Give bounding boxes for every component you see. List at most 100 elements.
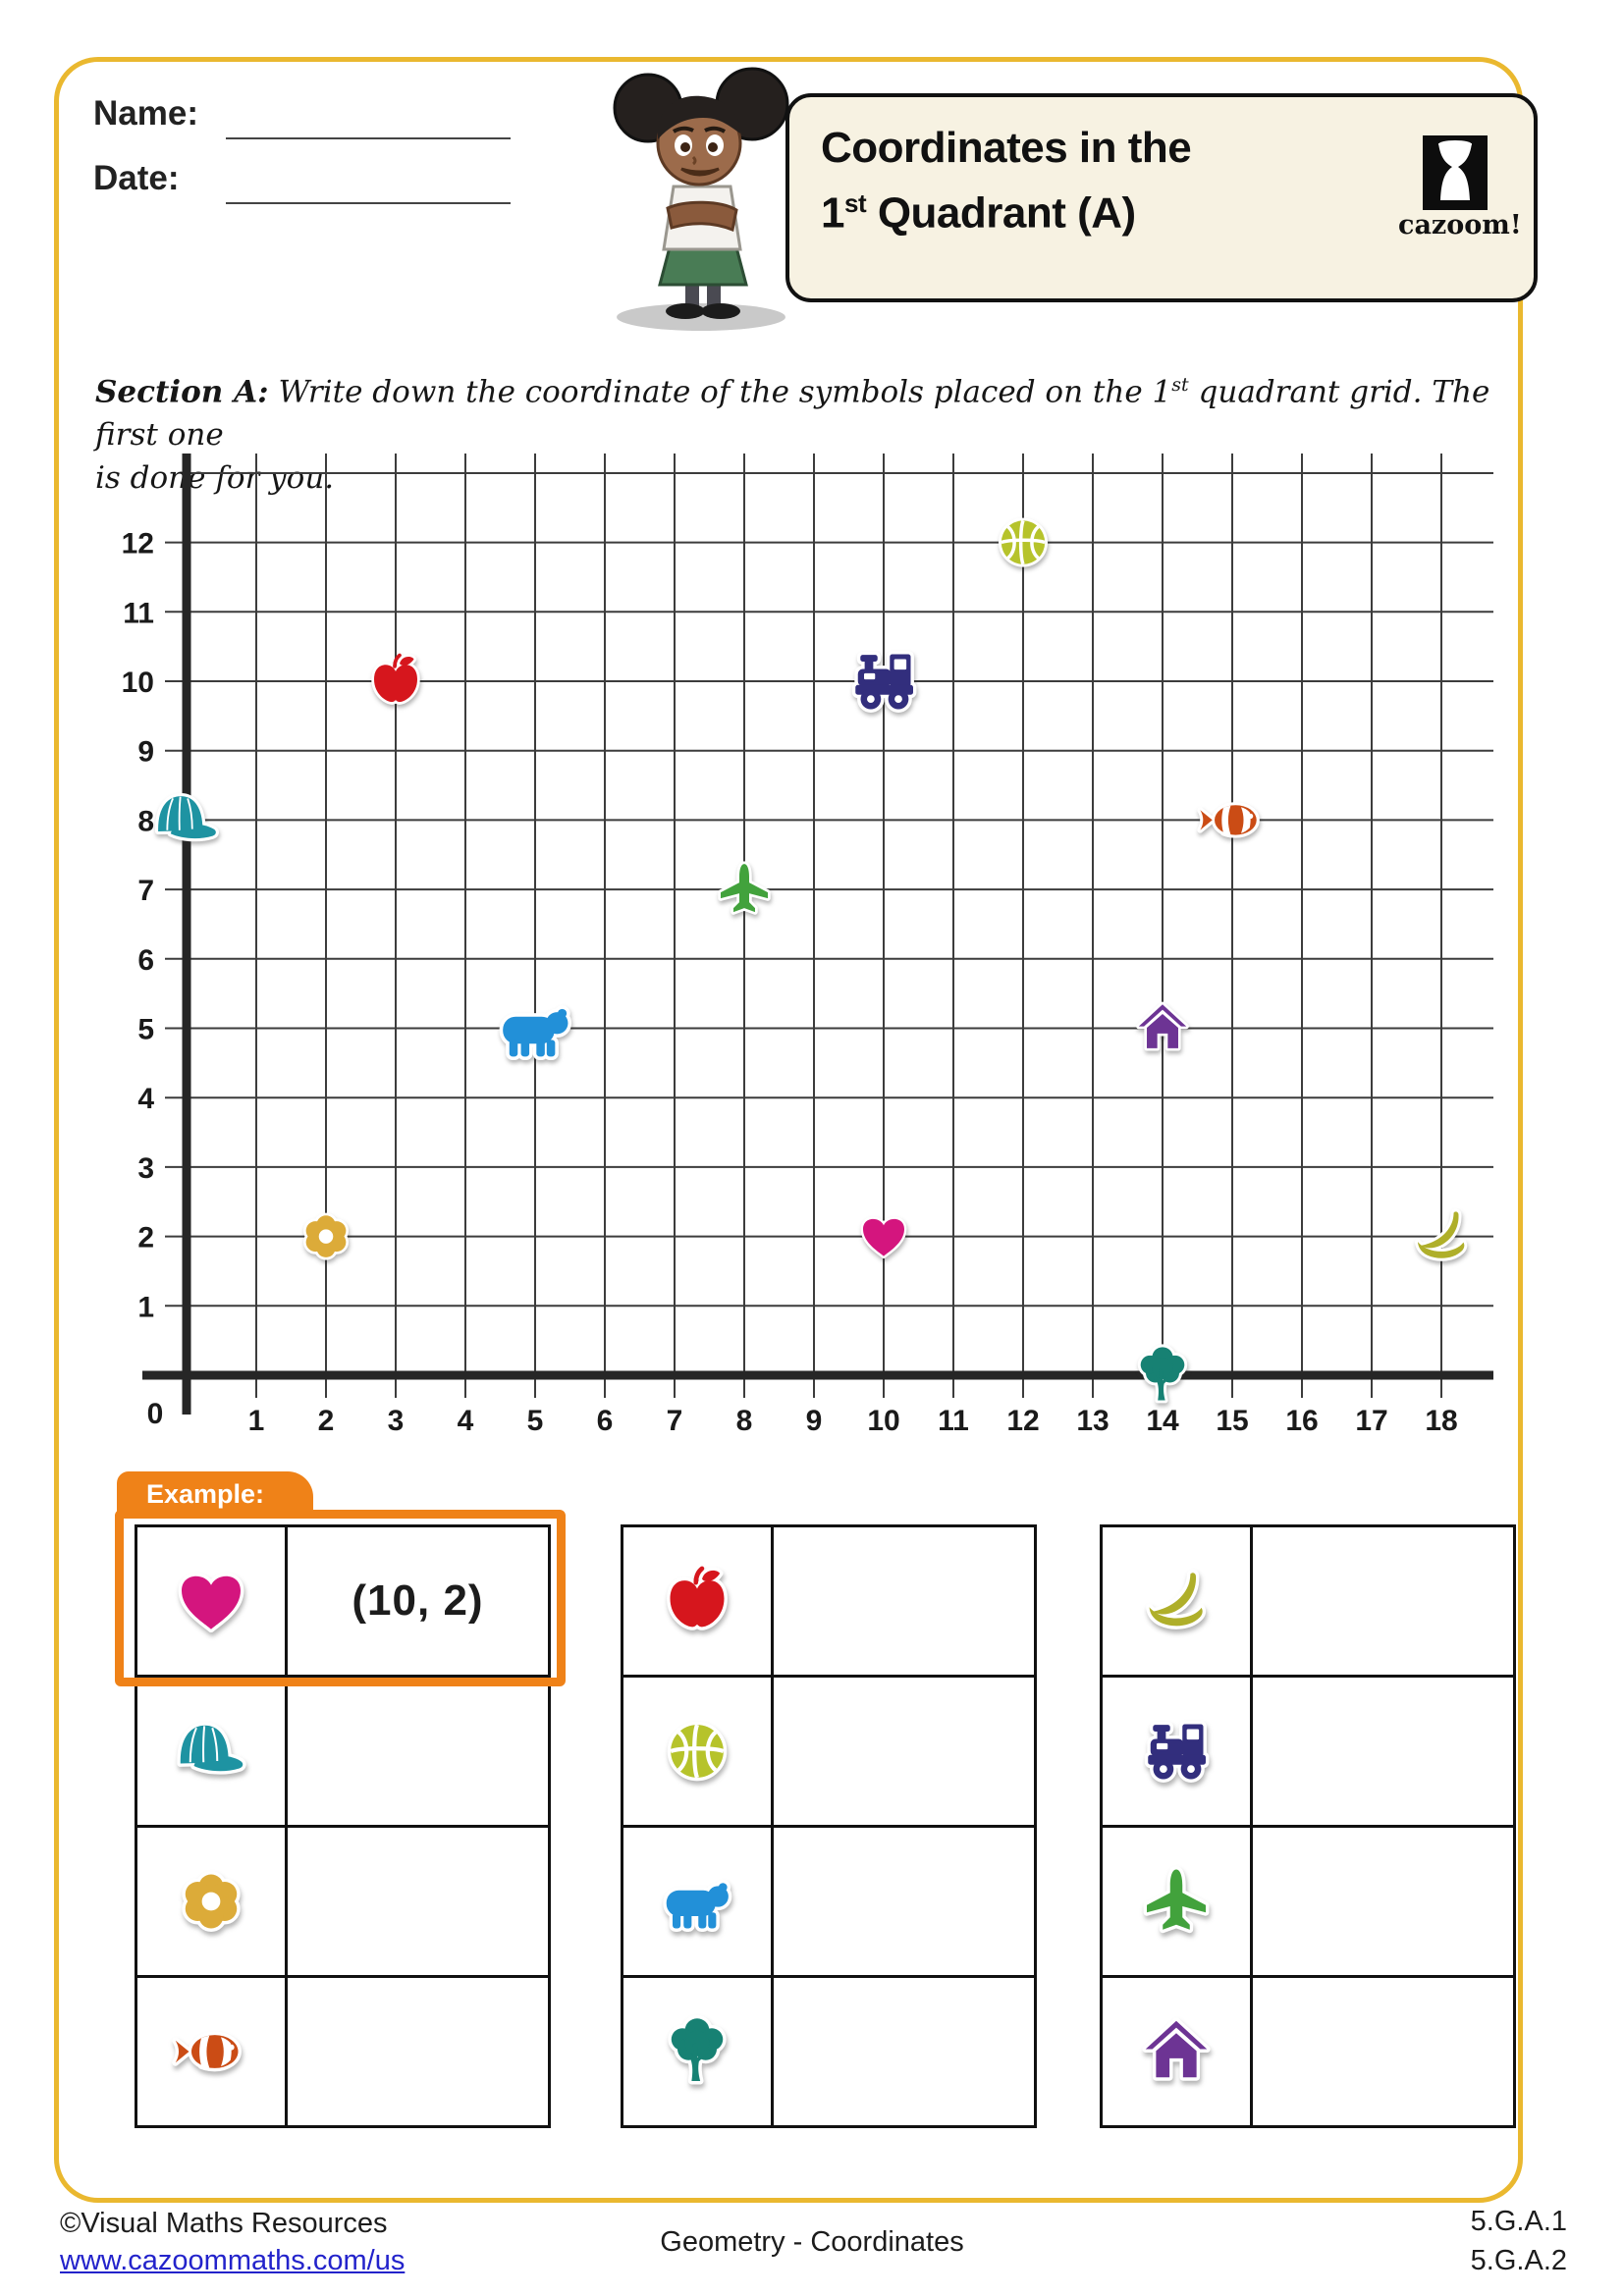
y-tick-label: 4 <box>137 1083 154 1115</box>
table-row <box>1103 1828 1513 1978</box>
section-line1b: quadrant grid. The first one <box>95 374 1490 454</box>
answer-cell-blank <box>288 1828 548 1975</box>
symbol-cell-flower <box>137 1828 288 1975</box>
worksheet-title: Coordinates in the 1st Quadrant (A) <box>821 120 1192 241</box>
footer-topic: Geometry - Coordinates <box>660 2226 964 2258</box>
table-row <box>623 1978 1034 2125</box>
answer-cell-blank <box>288 1678 548 1825</box>
table-row <box>623 1678 1034 1828</box>
answer-cell-blank <box>774 1678 1034 1825</box>
table-row <box>137 1828 548 1978</box>
grid-symbol-basketball <box>1001 520 1045 563</box>
fish-icon <box>172 2012 250 2091</box>
answer-table-3 <box>1100 1524 1516 2128</box>
grid-symbol-heart <box>863 1219 904 1256</box>
section-line2: is done for you. <box>95 460 335 497</box>
grid-symbol-flower <box>306 1215 347 1257</box>
y-tick-label: 10 <box>122 667 154 699</box>
table-row <box>137 1678 548 1828</box>
section-instruction: Section A: Write down the coordinate of … <box>95 363 1529 500</box>
grid-symbol-cap <box>158 796 216 838</box>
cazoom-logo-icon <box>1423 135 1488 210</box>
title-line2-number: 1 <box>821 188 844 238</box>
answer-cell-blank <box>288 1978 548 2125</box>
name-write-line <box>226 137 511 139</box>
name-label: Name: <box>93 94 198 133</box>
cazoom-logo-text: cazoom! <box>1398 210 1522 240</box>
flower-icon <box>172 1862 250 1941</box>
section-line1: Write down the coordinate of the symbols… <box>268 374 1172 410</box>
x-tick-label: 11 <box>938 1405 969 1437</box>
cap-icon <box>172 1712 250 1790</box>
answer-cell-blank <box>1253 1678 1513 1825</box>
answer-cell-blank <box>1253 1527 1513 1675</box>
basketball-icon <box>658 1712 736 1790</box>
grid-symbol-fish <box>1200 805 1256 834</box>
answer-table-1: (10, 2) <box>135 1524 551 2128</box>
y-tick-label: 6 <box>137 944 154 977</box>
x-tick-label: 14 <box>1146 1405 1179 1437</box>
footer-url-link[interactable]: www.cazoommaths.com/us <box>60 2245 406 2276</box>
symbol-cell-bear <box>623 1828 774 1975</box>
footer-copyright: ©Visual Maths Resources <box>60 2208 388 2239</box>
symbol-cell-cap <box>137 1678 288 1825</box>
table-row <box>623 1828 1034 1978</box>
y-tick-label: 5 <box>137 1014 154 1046</box>
banana-icon <box>1137 1562 1216 1640</box>
answer-cell-blank <box>774 1978 1034 2125</box>
x-tick-label: 3 <box>388 1405 405 1437</box>
x-tick-label: 13 <box>1076 1405 1109 1437</box>
symbol-cell-tree <box>623 1978 774 2125</box>
x-tick-label: 16 <box>1285 1405 1318 1437</box>
y-tick-label: 2 <box>137 1222 154 1255</box>
answer-cell-blank <box>774 1527 1034 1675</box>
symbol-cell-heart <box>137 1527 288 1675</box>
standard-code-2: 5.G.A.2 <box>1470 2245 1567 2276</box>
title-line2-rest: Quadrant (A) <box>866 188 1136 238</box>
symbol-cell-train <box>1103 1678 1253 1825</box>
standard-code-1: 5.G.A.1 <box>1470 2206 1567 2237</box>
y-tick-label: 7 <box>137 875 154 907</box>
section-label: Section A: <box>95 374 269 410</box>
symbol-cell-fish <box>137 1978 288 2125</box>
date-label: Date: <box>93 159 180 197</box>
section-sup: st <box>1171 374 1189 396</box>
house-icon <box>1137 2012 1216 2091</box>
x-tick-label: 4 <box>458 1405 474 1437</box>
origin-label: 0 <box>147 1398 164 1430</box>
x-tick-label: 6 <box>597 1405 614 1437</box>
x-tick-label: 1 <box>248 1405 265 1437</box>
table-row <box>137 1978 548 2125</box>
grid-symbol-bear <box>503 1009 568 1057</box>
x-tick-label: 5 <box>527 1405 544 1437</box>
x-tick-label: 2 <box>318 1405 335 1437</box>
y-tick-label: 1 <box>137 1291 154 1323</box>
grid-symbol-tree <box>1141 1347 1185 1400</box>
x-tick-label: 15 <box>1216 1405 1248 1437</box>
plane-icon <box>1137 1862 1216 1941</box>
grid-symbol-apple <box>374 656 417 703</box>
x-tick-label: 7 <box>667 1405 683 1437</box>
bear-icon <box>658 1862 736 1941</box>
table-row <box>1103 1527 1513 1678</box>
table-row: (10, 2) <box>137 1527 548 1678</box>
symbol-cell-banana <box>1103 1527 1253 1675</box>
x-tick-label: 8 <box>736 1405 753 1437</box>
symbol-cell-plane <box>1103 1828 1253 1975</box>
girl-illustration <box>613 67 789 331</box>
table-row <box>623 1527 1034 1678</box>
example-answer-cell: (10, 2) <box>288 1527 548 1675</box>
tree-icon <box>658 2012 736 2091</box>
date-write-line <box>226 202 511 204</box>
x-tick-label: 12 <box>1006 1405 1039 1437</box>
y-tick-label: 3 <box>137 1152 154 1185</box>
apple-icon <box>658 1562 736 1640</box>
title-line1: Coordinates in the <box>821 124 1192 172</box>
example-tab: Example: <box>117 1471 313 1518</box>
page-border <box>54 57 1523 2203</box>
x-tick-label: 10 <box>867 1405 899 1437</box>
answer-table-2 <box>621 1524 1037 2128</box>
grid-lines <box>142 454 1493 1415</box>
heart-icon <box>172 1562 250 1640</box>
answer-cell-blank <box>774 1828 1034 1975</box>
